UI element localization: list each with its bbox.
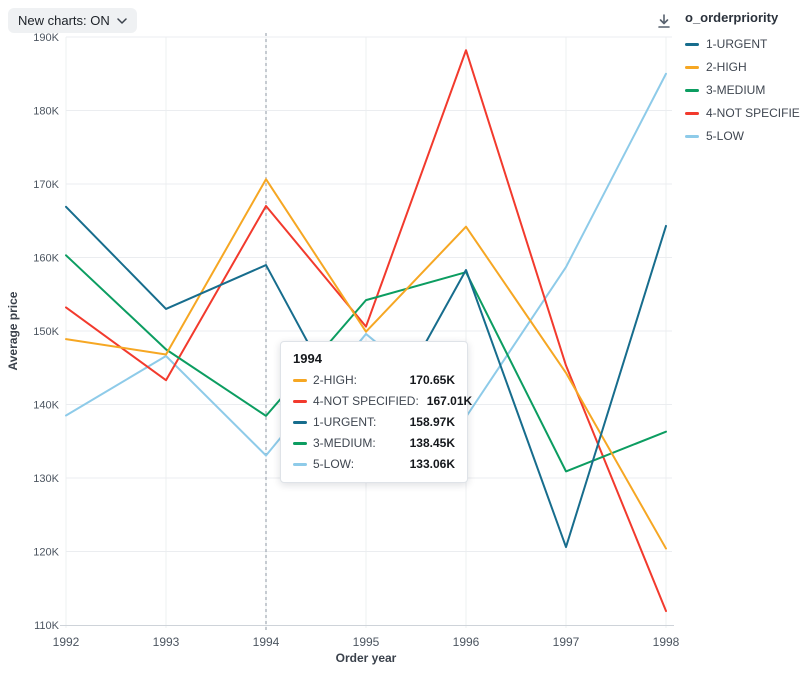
tooltip-title: 1994 (293, 351, 322, 366)
x-tick-label: 1994 (253, 635, 280, 649)
x-axis-title: Order year (336, 651, 397, 665)
y-tick-label: 120K (33, 547, 59, 559)
legend-item-label: 5-LOW (706, 129, 745, 143)
tooltip-row: 3-MEDIUM: 138.45K (293, 436, 455, 450)
y-tick-label: 140K (33, 400, 59, 412)
tooltip-series-value: 133.06K (409, 457, 455, 471)
legend-item[interactable]: 3-MEDIUM (685, 83, 797, 97)
tooltip-series-value: 138.45K (409, 436, 455, 450)
legend-item-label: 4-NOT SPECIFIED (706, 106, 800, 120)
legend-items: 1-URGENT 2-HIGH 3-MEDIUM 4-NOT SPECIFIED 5-L… (685, 37, 800, 143)
legend-item[interactable]: 4-NOT SPECIFIED (685, 106, 800, 120)
tooltip-row: 2-HIGH: 170.65K (293, 373, 455, 387)
legend-item[interactable]: 2-HIGH (685, 60, 797, 74)
x-tick-label: 1996 (453, 635, 480, 649)
y-tick-label: 180K (33, 106, 59, 118)
tooltip-series-value: 167.01K (426, 394, 473, 408)
legend-item-label: 2-HIGH (706, 60, 747, 74)
tooltip-series-label: 2-HIGH: (313, 373, 358, 387)
legend-swatch-icon (685, 134, 699, 138)
tooltip-row: 4-NOT SPECIFIED: 167.01K (293, 394, 472, 408)
legend-swatch-icon (685, 42, 699, 46)
tooltip-swatch-icon (293, 441, 307, 445)
y-tick-label: 110K (34, 620, 60, 632)
new-charts-label: New charts: ON (18, 13, 110, 28)
tooltip-row: 1-URGENT: 158.97K (293, 415, 455, 429)
y-tick-label: 130K (33, 473, 59, 485)
x-tick-label: 1992 (53, 635, 80, 649)
download-icon (658, 14, 670, 28)
legend-item[interactable]: 5-LOW (685, 129, 797, 143)
tooltip-rows: 2-HIGH: 170.65K 4-NOT SPECIFIED: 167.01K 1-U… (293, 373, 472, 471)
y-tick-label: 190K (33, 32, 59, 44)
legend-swatch-icon (685, 65, 699, 69)
x-tick-label: 1993 (153, 635, 180, 649)
series-line-3-MEDIUM[interactable] (65, 254, 667, 473)
tooltip: 1994 2-HIGH: 170.65K 4-NOT SPECIFIED: 167.0… (280, 341, 472, 483)
legend-swatch-icon (685, 111, 699, 115)
legend-title: o_orderpriority (685, 10, 779, 25)
legend: o_orderpriority 1-URGENT 2-HIGH 3-MEDIUM 4-… (685, 10, 800, 152)
y-tick-label: 170K (33, 179, 59, 191)
tooltip-swatch-icon (293, 399, 307, 403)
series-line-5-LOW[interactable] (65, 72, 667, 457)
x-tick-label: 1998 (653, 635, 680, 649)
legend-item-label: 1-URGENT (706, 37, 768, 51)
tooltip-series-label: 4-NOT SPECIFIED: (313, 394, 419, 408)
tooltip-swatch-icon (293, 420, 307, 424)
tooltip-swatch-icon (293, 378, 307, 382)
tooltip-series-label: 1-URGENT: (313, 415, 377, 429)
legend-item[interactable]: 1-URGENT (685, 37, 797, 51)
chart-canvas[interactable]: 1992 1993 1994 1995 1996 1997 1998 110K 120K 130K… (0, 0, 690, 679)
chevron-down-icon (117, 17, 127, 24)
x-tick-label: 1997 (553, 635, 580, 649)
tooltip-series-value: 158.97K (409, 415, 455, 429)
legend-item-label: 3-MEDIUM (706, 83, 766, 97)
tooltip-swatch-icon (293, 462, 307, 466)
y-tick-label: 160K (33, 253, 59, 265)
tooltip-series-label: 5-LOW: (313, 457, 355, 471)
x-tick-label: 1995 (353, 635, 380, 649)
series-line-4-NOT SPECIFIED[interactable] (65, 49, 667, 613)
y-tick-label: 150K (33, 326, 59, 338)
legend-swatch-icon (685, 88, 699, 92)
tooltip-series-label: 3-MEDIUM: (313, 436, 376, 450)
series-line-2-HIGH[interactable] (65, 178, 667, 550)
tooltip-row: 5-LOW: 133.06K (293, 457, 455, 471)
y-axis-title: Average price (6, 291, 20, 370)
tooltip-series-value: 170.65K (409, 373, 455, 387)
download-button[interactable] (652, 9, 676, 33)
new-charts-toggle[interactable]: New charts: ON (8, 8, 137, 33)
